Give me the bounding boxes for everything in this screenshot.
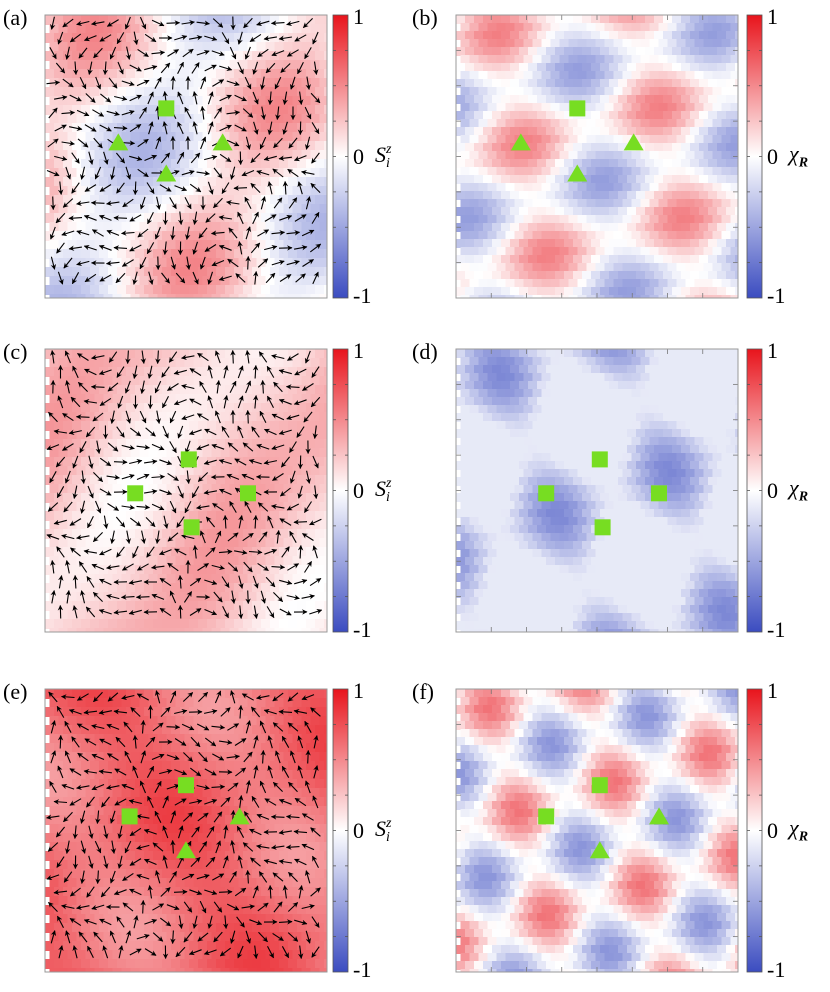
colorbar-tick-max: 1 xyxy=(353,338,364,363)
colorbar-label: χR xyxy=(789,474,809,504)
colorbar-label: χR xyxy=(789,814,809,844)
panel-label-f: (f) xyxy=(412,679,434,704)
colorbar-tick-mid: 0 xyxy=(353,143,364,169)
colorbar-tick-max: 1 xyxy=(767,678,778,703)
colorbar-tick-mid: 0 xyxy=(767,143,778,169)
panel-label-a: (a) xyxy=(3,5,28,30)
panel-label-b: (b) xyxy=(412,5,438,30)
colorbar-tick-mid: 0 xyxy=(353,817,364,843)
colorbar-tick-min: -1 xyxy=(767,957,786,982)
colorbar-tick-max: 1 xyxy=(767,4,778,29)
colorbar-tick-min: -1 xyxy=(353,957,372,982)
colorbar-tick-mid: 0 xyxy=(767,477,778,503)
colorbar-tick-mid: 0 xyxy=(353,477,364,503)
colorbar-tick-max: 1 xyxy=(767,338,778,363)
panel-label-d: (d) xyxy=(412,339,438,364)
colorbar-tick-min: -1 xyxy=(767,283,786,308)
colorbar-tick-min: -1 xyxy=(767,617,786,642)
colorbar-tick-max: 1 xyxy=(353,678,364,703)
panel-label-c: (c) xyxy=(3,339,28,364)
panel-label-e: (e) xyxy=(3,679,28,704)
colorbar-tick-min: -1 xyxy=(353,617,372,642)
colorbar-tick-max: 1 xyxy=(353,4,364,29)
colorbar-label: χR xyxy=(789,140,809,170)
colorbar-tick-min: -1 xyxy=(353,283,372,308)
colorbar-tick-mid: 0 xyxy=(767,817,778,843)
